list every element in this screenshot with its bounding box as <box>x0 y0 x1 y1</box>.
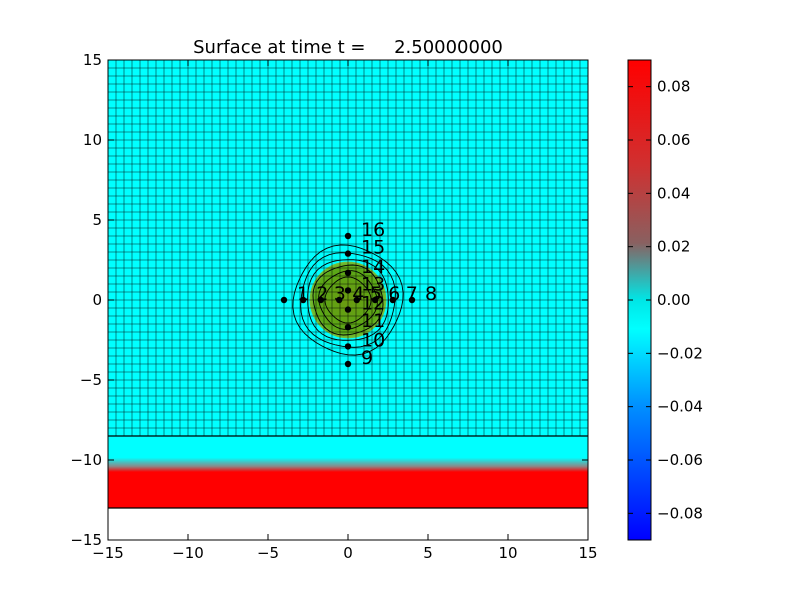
colorbar: 0.08 0.06 0.04 0.02 0.00 −0.02 −0.04 −0.06 −0.08 <box>627 59 703 541</box>
x-tick-label: 15 <box>578 544 597 562</box>
gauge-point <box>300 296 307 304</box>
gauge-label: 12 <box>361 293 385 315</box>
gauge-point <box>344 250 352 257</box>
gauge-point <box>336 296 343 304</box>
colorbar-tick-label: −0.06 <box>657 451 703 469</box>
colorbar-tick-label: 0.04 <box>657 184 690 202</box>
gauge-label: 13 <box>361 273 385 295</box>
colorbar-tick-label: −0.02 <box>657 344 703 362</box>
y-tick-label: −5 <box>80 371 102 389</box>
x-tick-label: −10 <box>172 544 204 562</box>
gauge-point <box>372 296 379 304</box>
x-tick-label: 0 <box>343 544 353 562</box>
gauge-label: 8 <box>425 283 437 305</box>
y-tick-label: 5 <box>92 211 102 229</box>
x-tick-label: 10 <box>498 544 517 562</box>
colorbar-tick-label: 0.08 <box>657 78 690 96</box>
shelf-region <box>108 436 588 508</box>
gauge-point <box>408 296 416 304</box>
chart-title: Surface at time t = 2.50000000 <box>193 37 503 58</box>
x-tick-label: 5 <box>423 544 433 562</box>
colorbar-tick-label: −0.04 <box>657 398 703 416</box>
colorbar-tick-label: −0.08 <box>657 504 703 522</box>
colorbar-gradient <box>628 60 651 540</box>
mesh-grid <box>108 60 588 437</box>
y-tick-label: −10 <box>70 451 102 469</box>
gauge-point <box>344 232 352 240</box>
gauge-point <box>389 296 396 304</box>
gauge-label: 10 <box>361 329 385 351</box>
contour-line <box>324 276 372 324</box>
y-tick-label: −15 <box>70 531 102 549</box>
gauge-point <box>353 296 360 304</box>
x-tick-label: −15 <box>92 544 124 562</box>
gauge-point <box>344 324 352 331</box>
gauge-label: 16 <box>361 219 385 241</box>
gauge-point <box>344 287 352 294</box>
gauge-point <box>344 269 352 276</box>
gauge-point <box>317 296 324 304</box>
axes: −15 −10 −5 0 5 10 15 −15 −10 −5 0 5 10 15 <box>70 51 597 562</box>
y-tick-label: 15 <box>83 51 102 69</box>
x-tick-label: −5 <box>257 544 279 562</box>
gauge-point <box>344 360 352 368</box>
y-tick-label: 10 <box>83 131 102 149</box>
gauge-point <box>280 296 288 304</box>
colorbar-tick-label: 0.02 <box>657 238 690 256</box>
contour-line <box>312 264 384 336</box>
gauge-label: 15 <box>361 237 385 259</box>
gauge-label: 9 <box>361 347 373 369</box>
colorbar-tick-label: 0.06 <box>657 131 690 149</box>
gauge-point <box>344 306 352 313</box>
gauge-label: 14 <box>361 256 385 278</box>
contour-line <box>292 244 404 356</box>
gauge-point <box>344 343 352 350</box>
y-tick-label: 0 <box>92 291 102 309</box>
gauge-label: 11 <box>361 310 385 332</box>
contour-line <box>307 259 389 341</box>
colorbar-tick-label: 0.00 <box>657 291 690 309</box>
